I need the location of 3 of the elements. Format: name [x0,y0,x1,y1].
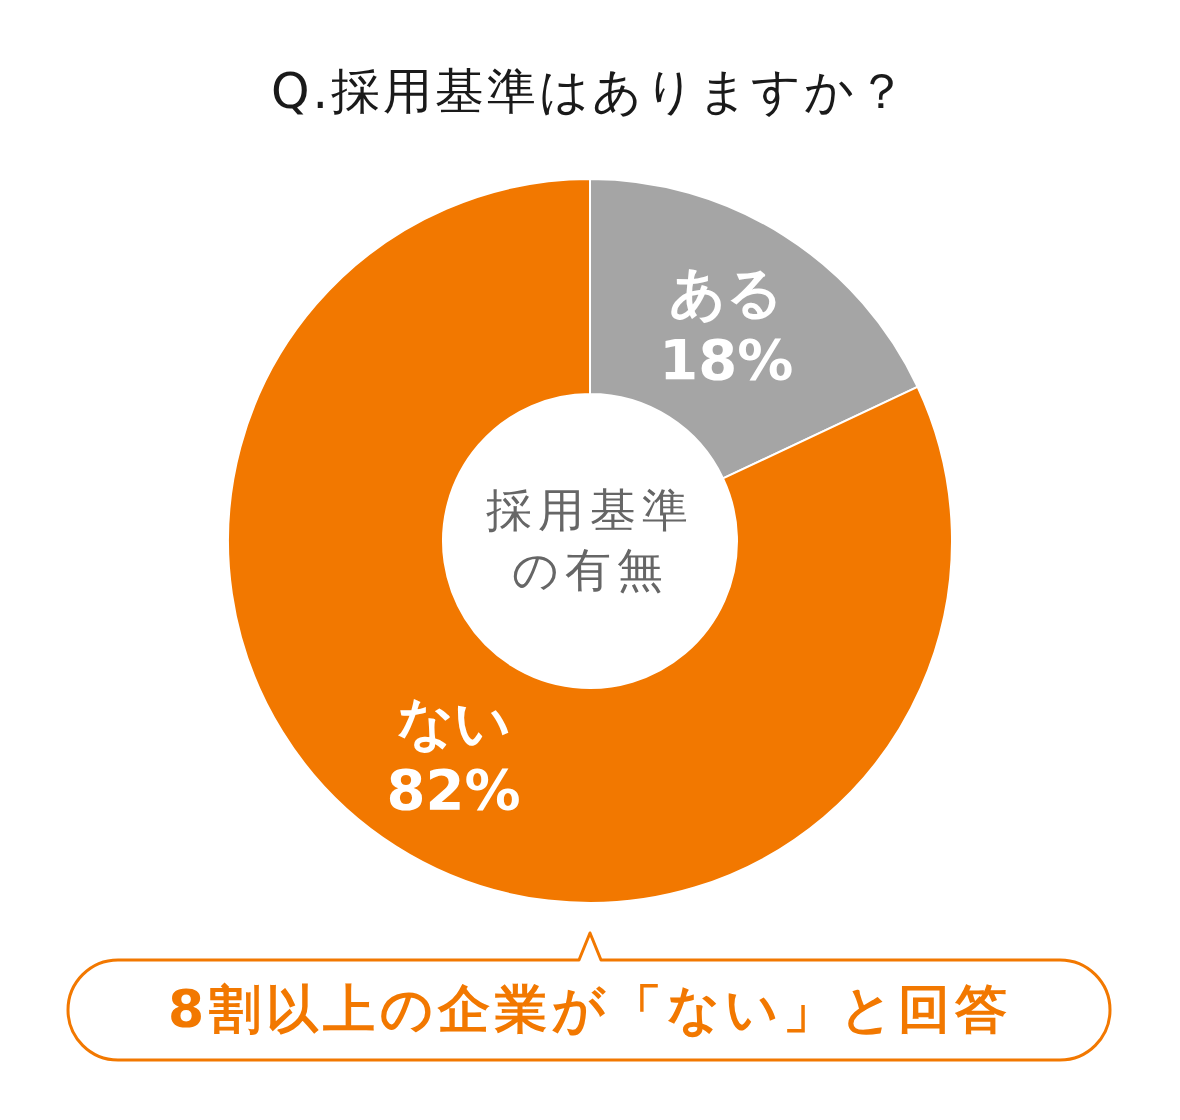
annotation: 採用基準の有無 [485,482,695,599]
annotation: 8割以上の企業が「ない」と回答 [167,980,1013,1040]
title: Q.採用基準はありますか？ [270,63,910,121]
